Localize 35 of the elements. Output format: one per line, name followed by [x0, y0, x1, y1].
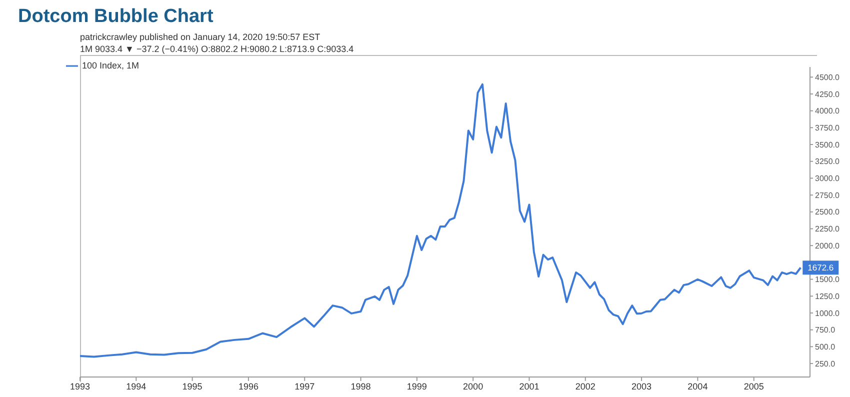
- chart-title: Dotcom Bubble Chart: [18, 6, 214, 28]
- data-label: 1672.6: [808, 262, 834, 273]
- x-tick-label: 2002: [575, 381, 596, 392]
- y-tick-label: 3750.0: [815, 123, 840, 132]
- y-tick-label: 1250.0: [815, 292, 840, 301]
- y-tick-label: 2500.0: [815, 208, 840, 217]
- x-tick-label: 2005: [744, 381, 764, 392]
- y-tick-label: 500.0: [815, 342, 836, 352]
- x-tick-label: 2003: [632, 381, 652, 392]
- x-tick-label: 1999: [406, 381, 427, 392]
- x-tick-label: 1996: [238, 381, 258, 392]
- y-tick-label: 750.0: [815, 326, 836, 335]
- y-tick-label: 2750.0: [815, 190, 840, 200]
- x-tick-label: 1997: [294, 381, 315, 392]
- x-tick-label: 1995: [182, 381, 202, 392]
- y-tick-label: 2000.0: [815, 241, 840, 250]
- x-tick-label: 1994: [126, 381, 146, 392]
- y-tick-label: 1500.0: [815, 275, 840, 284]
- text: patrickcrawley published on January 14, 2020 19:50:57 EST: [80, 32, 320, 42]
- x-tick-label: 2000: [463, 381, 484, 392]
- legend-label: 100 Index, 1M: [82, 60, 140, 70]
- y-tick-label: 2250.0: [815, 224, 840, 234]
- x-tick-label: 2004: [688, 381, 708, 392]
- x-tick-label: 2001: [519, 381, 540, 392]
- text: 1M 9033.4 ▼ −37.2 (−0.41%) O:8802.2 H:9080.2 L:8713.9 C:9033.4: [80, 44, 354, 54]
- x-tick-label: 1998: [350, 381, 371, 392]
- y-tick-label: 1000.0: [815, 308, 840, 318]
- y-tick-label: 4000.0: [815, 106, 840, 116]
- y-tick-label: 4500.0: [815, 72, 840, 82]
- y-tick-label: 4250.0: [815, 90, 840, 99]
- y-tick-label: 3500.0: [815, 140, 840, 150]
- x-tick-label: 1993: [70, 381, 90, 392]
- y-tick-label: 250.0: [815, 359, 836, 368]
- y-tick-label: 3250.0: [815, 157, 840, 166]
- y-tick-label: 3000.0: [815, 174, 840, 184]
